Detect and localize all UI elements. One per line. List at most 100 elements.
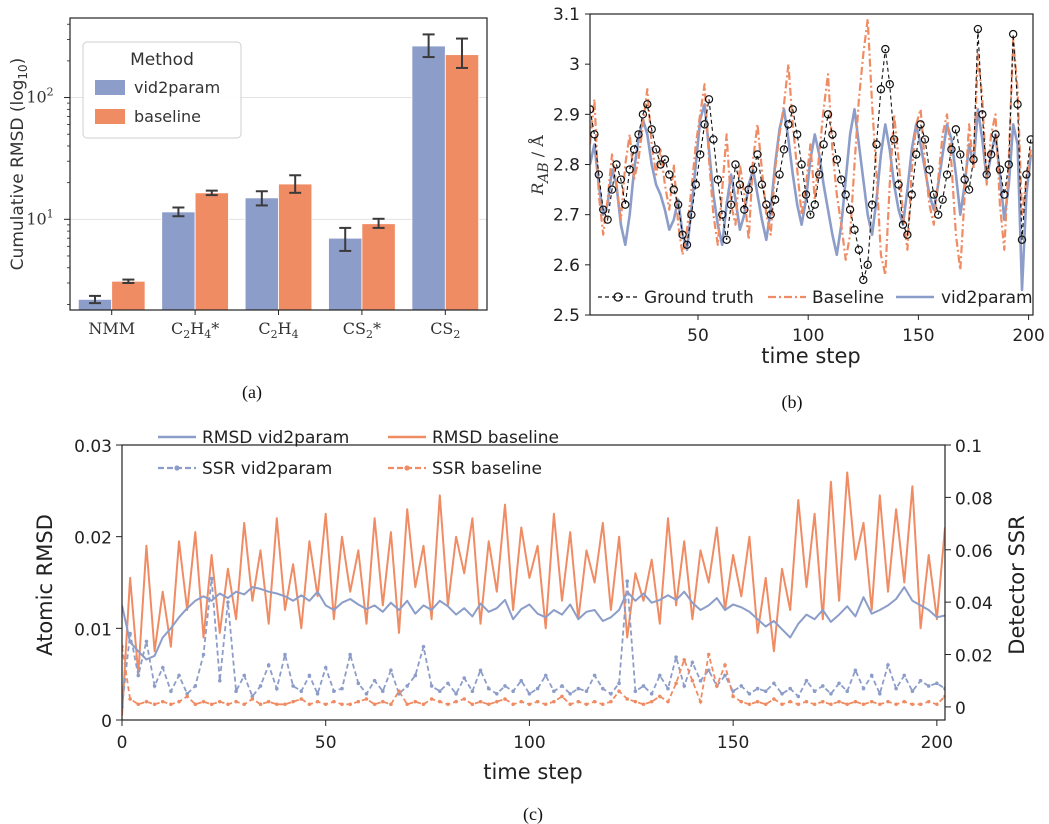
point-ssr-vid2param bbox=[299, 689, 304, 693]
panel-b-ylabel: RAB / Å bbox=[527, 135, 552, 196]
point-ssr-baseline bbox=[291, 699, 295, 704]
point-ssr-baseline bbox=[266, 699, 271, 704]
point-ssr-vid2param bbox=[372, 678, 377, 683]
bar-vid2param bbox=[161, 211, 196, 311]
point-ground-truth bbox=[881, 44, 890, 54]
panel-c-ytick-left-label: 0.03 bbox=[74, 437, 112, 457]
point-ssr-baseline bbox=[576, 699, 581, 704]
panel-c-frame bbox=[121, 444, 946, 721]
panel-c-ylabel-right: Detector SSR bbox=[1005, 515, 1029, 654]
point-ssr-vid2param bbox=[348, 652, 352, 657]
point-ground-truth bbox=[823, 110, 833, 119]
point-ground-truth bbox=[647, 125, 656, 134]
panel-c-ytick-right-label: 0.04 bbox=[955, 594, 993, 614]
panel-b-xtick-label: 100 bbox=[792, 326, 824, 346]
point-ground-truth bbox=[722, 235, 731, 244]
point-ssr-vid2param bbox=[446, 681, 450, 686]
panel-b-legend: Ground truth Baseline vid2param bbox=[598, 288, 1033, 308]
point-ssr-vid2param bbox=[234, 689, 238, 693]
point-ssr-baseline bbox=[633, 699, 638, 704]
panel-b-ytick-label: 3 bbox=[569, 55, 580, 75]
point-ssr-baseline bbox=[674, 681, 678, 686]
point-ground-truth bbox=[1008, 29, 1018, 39]
point-ssr-baseline bbox=[910, 702, 915, 707]
point-ground-truth bbox=[907, 190, 916, 199]
point-ssr-vid2param bbox=[193, 684, 198, 688]
point-ssr-vid2param bbox=[242, 673, 247, 678]
point-ssr-baseline bbox=[389, 702, 393, 707]
point-ground-truth bbox=[687, 210, 696, 219]
point-ground-truth bbox=[929, 190, 939, 199]
point-ssr-vid2param bbox=[926, 684, 931, 688]
point-ground-truth bbox=[678, 230, 687, 239]
panel-c-ytick-right-label: 0.08 bbox=[955, 489, 993, 509]
point-ssr-baseline bbox=[609, 699, 613, 704]
point-ssr-baseline bbox=[527, 702, 532, 707]
point-ssr-baseline bbox=[869, 699, 874, 704]
point-ssr-baseline bbox=[690, 678, 695, 683]
point-ssr-baseline bbox=[495, 699, 499, 704]
legend-marker-ssr-vid2param bbox=[174, 465, 180, 471]
point-ssr-vid2param bbox=[560, 684, 564, 688]
point-ssr-baseline bbox=[837, 699, 841, 704]
point-ssr-baseline bbox=[894, 702, 898, 707]
point-ground-truth bbox=[691, 180, 700, 189]
point-ssr-baseline bbox=[788, 699, 792, 704]
point-ssr-baseline bbox=[666, 699, 670, 704]
point-ground-truth bbox=[920, 135, 930, 144]
point-ssr-baseline bbox=[348, 702, 352, 707]
point-ssr-vid2param bbox=[144, 639, 149, 644]
point-ground-truth bbox=[634, 130, 643, 139]
point-ground-truth bbox=[995, 165, 1005, 174]
point-ground-truth bbox=[731, 160, 740, 169]
point-ssr-vid2param bbox=[486, 686, 491, 691]
panel-a-xtick-label: CS2* bbox=[343, 319, 381, 341]
point-ground-truth bbox=[925, 165, 934, 174]
point-ground-truth bbox=[599, 205, 608, 214]
point-ssr-baseline bbox=[698, 699, 703, 704]
panel-a-ytick-label: 101 bbox=[26, 207, 53, 228]
point-ground-truth bbox=[885, 80, 894, 89]
point-ssr-vid2param bbox=[853, 668, 858, 673]
panel-c-ylabel-left: Atomic RMSD bbox=[33, 514, 57, 656]
panel-c-xtick-label: 150 bbox=[717, 733, 749, 753]
point-ground-truth bbox=[766, 210, 775, 219]
point-ssr-vid2param bbox=[543, 673, 548, 678]
point-ground-truth bbox=[660, 155, 670, 164]
panel-a-legend: Method vid2param baseline bbox=[82, 41, 242, 139]
panel-c-ytick-right-label: 0.02 bbox=[955, 647, 993, 667]
point-ssr-baseline bbox=[706, 652, 711, 657]
panel-c-ytick-left-label: 0.02 bbox=[74, 529, 112, 549]
point-ground-truth bbox=[779, 145, 789, 154]
panel-b-ytick-label: 2.8 bbox=[553, 156, 580, 176]
legend-label-ssr-baseline: SSR baseline bbox=[432, 459, 542, 479]
point-ssr-baseline bbox=[796, 702, 801, 707]
point-ground-truth bbox=[903, 230, 912, 239]
bar-baseline bbox=[111, 280, 146, 311]
point-ground-truth bbox=[951, 125, 961, 134]
point-ssr-baseline bbox=[437, 699, 442, 704]
point-ground-truth bbox=[695, 150, 705, 159]
point-ssr-baseline bbox=[935, 702, 939, 707]
point-ssr-vid2param bbox=[413, 673, 418, 678]
point-ground-truth bbox=[625, 165, 634, 174]
point-ssr-vid2param bbox=[323, 665, 328, 670]
point-ground-truth bbox=[629, 145, 639, 154]
point-ssr-vid2param bbox=[609, 692, 613, 696]
legend-marker-ground-truth bbox=[613, 292, 623, 302]
panel-c-ytick-right-label: 0 bbox=[955, 699, 966, 719]
point-ssr-baseline bbox=[478, 699, 483, 704]
legend-label-vid2param-b: vid2param bbox=[941, 288, 1033, 308]
point-ssr-baseline bbox=[136, 702, 141, 707]
point-ssr-baseline bbox=[845, 702, 850, 707]
point-ssr-baseline bbox=[209, 702, 214, 707]
point-ground-truth bbox=[1004, 160, 1013, 169]
point-ground-truth bbox=[973, 24, 983, 34]
point-ground-truth bbox=[845, 205, 855, 214]
panel-b-line-chart: 2.5 2.6 2.7 2.8 2.9 3 3.1 50 100 150 200 time ste… bbox=[527, 5, 1045, 413]
point-ssr-vid2param bbox=[641, 684, 646, 688]
point-ssr-baseline bbox=[486, 702, 491, 707]
point-ground-truth bbox=[651, 145, 661, 154]
point-ssr-baseline bbox=[275, 702, 279, 707]
point-ssr-vid2param bbox=[275, 686, 279, 691]
